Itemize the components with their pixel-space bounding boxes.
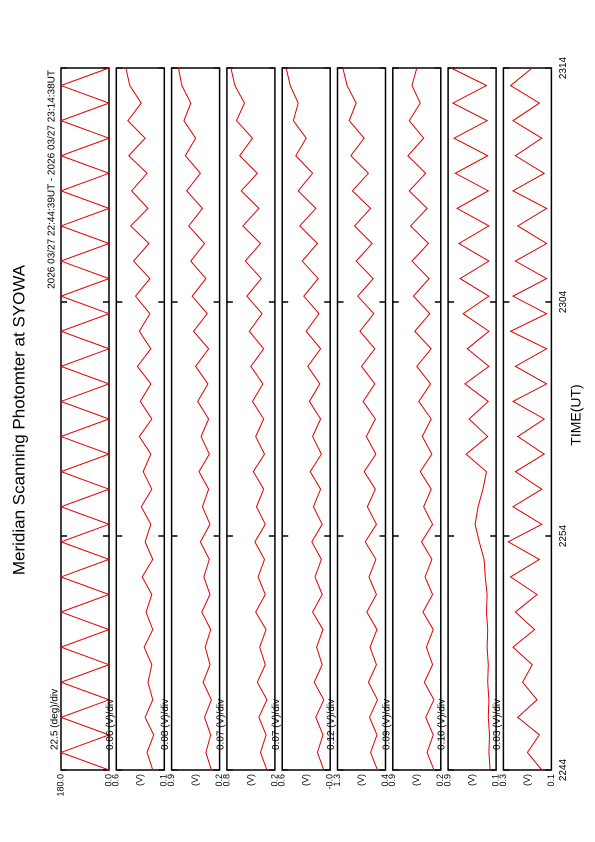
- y-tick-label: 0.1: [546, 774, 556, 787]
- panel-scale-label: 0.10 (V)/div: [437, 699, 448, 750]
- panel-frame: [336, 67, 387, 771]
- x-tick-label: 2314: [558, 56, 569, 79]
- trace: [507, 67, 548, 771]
- trace: [285, 67, 325, 771]
- panel-scale-label: 22.5 (deg)/div: [50, 689, 61, 750]
- y-tick-label: 0.4: [380, 774, 390, 787]
- y-unit: (V): [301, 774, 311, 786]
- y-unit: (V): [245, 774, 255, 786]
- panel-scale-label: 0.12 (V)/div: [326, 699, 337, 750]
- trace: [125, 67, 155, 771]
- x-tick-label: 2304: [558, 290, 569, 313]
- y-tick-label: 0.9: [166, 774, 176, 787]
- panel-scale-label: 0.07 (V)/div: [271, 699, 282, 750]
- y-tick-label: 0.0: [103, 774, 113, 787]
- panel-frame: [502, 67, 553, 771]
- trace: [177, 67, 212, 771]
- panel-frame: [447, 67, 497, 771]
- panel-frame: [115, 67, 166, 771]
- rotated-plot: Meridian Scanning Photomter at SYOWA 202…: [9, 56, 583, 796]
- y-unit: (V): [466, 774, 476, 786]
- y-tick-label: 0.6: [111, 774, 121, 787]
- y-unit: (V): [522, 774, 532, 786]
- panel-scale-label: 0.03 (V)/div: [492, 699, 503, 750]
- y-tick-label: 180.0: [55, 774, 65, 797]
- y-tick-label: 0.9: [387, 774, 397, 787]
- y-tick-label: 0.6: [277, 774, 287, 787]
- y-tick-label: -0.0: [325, 774, 335, 790]
- panel-frame: [392, 67, 442, 771]
- panel-scale-label: 0.06 (V)/div: [105, 699, 116, 750]
- y-tick-label: 0.1: [490, 774, 500, 787]
- x-axis-label: TIME(UT): [568, 384, 584, 445]
- y-unit: (V): [411, 774, 421, 786]
- y-tick-label: 0.2: [269, 774, 279, 787]
- trace: [342, 67, 379, 771]
- panel-frame: [226, 67, 276, 771]
- trace: [407, 67, 435, 771]
- y-tick-label: 0.9: [442, 774, 452, 787]
- trace: [59, 67, 111, 771]
- chart-title: Meridian Scanning Photomter at SYOWA: [9, 264, 28, 575]
- y-tick-label: 1.3: [332, 774, 342, 787]
- y-tick-label: 0.8: [221, 774, 231, 787]
- panel-frame: [170, 67, 221, 771]
- y-tick-label: 0.3: [498, 774, 508, 787]
- y-unit: (V): [135, 774, 145, 786]
- panel-frame: [60, 67, 110, 771]
- y-unit: (V): [190, 774, 200, 786]
- x-tick-label: 2254: [558, 524, 569, 547]
- y-unit: (V): [356, 774, 366, 786]
- y-tick-label: 0.2: [214, 774, 224, 787]
- y-tick-label: 0.2: [435, 774, 445, 787]
- trace: [450, 67, 491, 771]
- panel-scale-label: 0.07 (V)/div: [216, 699, 227, 750]
- panel-scale-label: 0.09 (V)/div: [381, 699, 392, 750]
- subtitle: 2026 03/27 22:44:39UT - 2026 03/27 23:14…: [47, 70, 58, 289]
- panel-frame: [281, 67, 331, 771]
- trace: [230, 67, 268, 771]
- y-tick-label: 0.1: [159, 774, 169, 787]
- x-tick-label: 2244: [558, 758, 569, 781]
- panel-scale-label: 0.08 (V)/div: [160, 699, 171, 750]
